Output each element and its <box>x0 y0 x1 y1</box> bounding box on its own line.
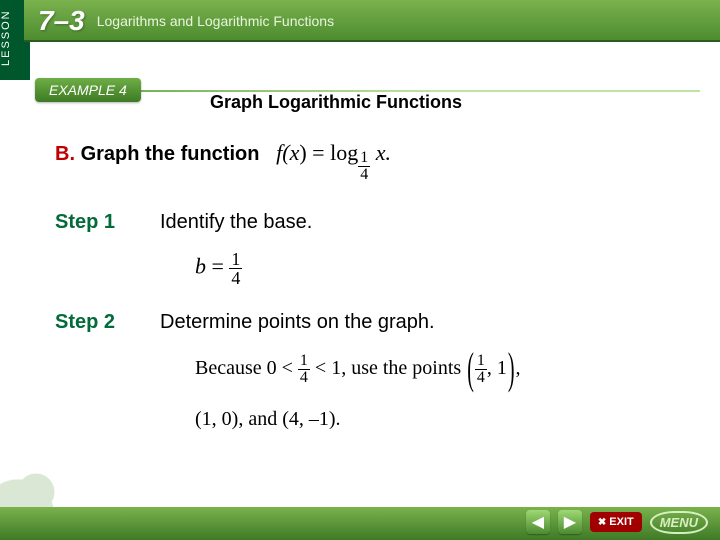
var-x-dot: x. <box>376 140 391 165</box>
because-mid: < 1, use the points <box>310 357 466 379</box>
exit-label: EXIT <box>609 516 633 528</box>
step-1-text: Identify the base. <box>160 211 312 234</box>
content-body: B. Graph the function f(x) = log14 x. St… <box>55 140 695 431</box>
function-expression: f(x) = log14 x. <box>276 140 391 165</box>
step-2-row: Step 2 Determine points on the graph. <box>55 311 695 334</box>
close-icon: ✖ <box>598 517 606 528</box>
frac-den: 4 <box>229 269 242 287</box>
var-x: x <box>290 140 300 165</box>
base-equation: b = 14 <box>195 250 695 287</box>
var-b: b <box>195 254 206 279</box>
points-line: (1, 0), and (4, –1). <box>195 408 695 431</box>
frac-den: 4 <box>298 370 310 386</box>
part-text: Graph the function <box>81 143 260 165</box>
paren-close: ) <box>508 330 515 409</box>
frac-num: 1 <box>229 250 242 269</box>
page-title: Graph Logarithmic Functions <box>210 92 462 113</box>
paren-open: ( <box>467 330 474 409</box>
frac-num: 1 <box>358 150 370 167</box>
frac-num: 1 <box>475 353 487 370</box>
prev-button[interactable]: ◀ <box>526 510 550 534</box>
point-y: , 1 <box>487 357 507 379</box>
step-2-label: Step 2 <box>55 311 160 334</box>
lesson-title: Logarithms and Logarithmic Functions <box>97 13 334 29</box>
because-line: Because 0 < 14 < 1, use the points (14, … <box>195 350 695 387</box>
slide: LESSON 7–3 Logarithms and Logarithmic Fu… <box>0 0 720 540</box>
problem-statement: B. Graph the function f(x) = log14 x. <box>55 140 695 183</box>
nav-controls: ◀ ▶ ✖EXIT MENU <box>526 510 708 534</box>
step-1-label: Step 1 <box>55 211 160 234</box>
frac-den: 4 <box>358 167 370 183</box>
header-bar: 7–3 Logarithms and Logarithmic Functions <box>24 0 720 42</box>
step-2-text: Determine points on the graph. <box>160 311 435 334</box>
log-base: 14 <box>358 159 370 174</box>
next-button[interactable]: ▶ <box>558 510 582 534</box>
exit-button[interactable]: ✖EXIT <box>590 512 642 532</box>
step-1-row: Step 1 Identify the base. <box>55 211 695 234</box>
part-letter: B. <box>55 143 75 165</box>
section-number: 7–3 <box>38 5 85 37</box>
frac-num: 1 <box>298 353 310 370</box>
frac-den: 4 <box>475 370 487 386</box>
menu-button[interactable]: MENU <box>650 511 708 534</box>
eq-log: ) = log <box>299 140 358 165</box>
equals-sign: = <box>206 254 229 279</box>
example-tab: EXAMPLE 4 <box>35 78 141 102</box>
because-pre: Because 0 < <box>195 357 298 379</box>
var-f: f <box>276 140 282 165</box>
